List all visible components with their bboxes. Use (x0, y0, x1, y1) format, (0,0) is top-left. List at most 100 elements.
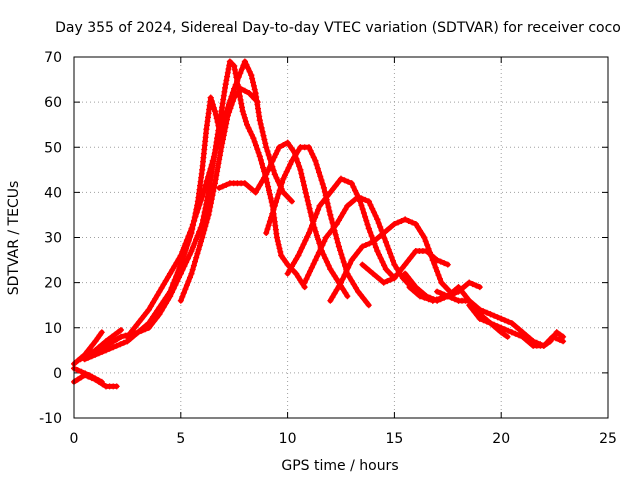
data-point-marker (293, 256, 300, 263)
data-point-marker (325, 262, 332, 269)
data-point-marker (216, 156, 223, 163)
data-point-marker (476, 306, 483, 313)
data-point-marker (384, 242, 391, 249)
data-point-marker (194, 232, 201, 239)
data-point-marker (251, 86, 258, 93)
data-point-marker (501, 331, 508, 338)
data-point-marker (231, 66, 238, 73)
data-point-marker (271, 171, 278, 178)
data-point-marker (261, 136, 268, 143)
data-point-marker (444, 293, 451, 300)
data-point-marker (167, 270, 174, 277)
data-point-marker (313, 161, 320, 168)
data-point-marker (220, 136, 226, 143)
data-point-marker (169, 267, 176, 273)
data-point-marker (364, 221, 371, 228)
data-point-marker (193, 209, 200, 216)
data-point-marker (369, 205, 376, 212)
data-point-marker (202, 181, 209, 188)
data-point-marker (333, 221, 340, 227)
data-point-marker (120, 339, 127, 346)
data-point-marker (162, 277, 169, 284)
data-point-marker (302, 237, 309, 244)
data-point-marker (398, 218, 405, 224)
data-point-marker (327, 211, 334, 218)
data-point-marker (328, 215, 335, 222)
data-point-marker (213, 115, 220, 122)
data-point-marker (202, 205, 209, 212)
data-point-marker (249, 75, 256, 82)
data-point-marker (195, 246, 202, 253)
data-point-marker (222, 81, 229, 88)
data-point-marker (188, 248, 195, 254)
y-tick-label: 70 (44, 50, 62, 66)
data-point-marker (345, 178, 352, 185)
data-point-marker (330, 186, 336, 192)
data-point-marker (251, 96, 258, 103)
data-point-marker (219, 183, 226, 190)
y-tick-label: 20 (44, 276, 62, 292)
data-point-marker (232, 81, 239, 88)
data-point-marker (335, 217, 342, 224)
data-point-marker (193, 254, 200, 261)
data-point-marker (189, 221, 196, 228)
data-point-marker (282, 172, 288, 179)
data-point-marker (324, 192, 331, 199)
data-point-marker (494, 314, 501, 321)
data-point-marker (303, 275, 310, 282)
data-point-marker (74, 367, 81, 374)
data-point-marker (313, 232, 320, 239)
data-point-marker (187, 274, 193, 281)
data-point-marker (224, 73, 231, 80)
data-point-marker (175, 256, 182, 263)
y-tick-label: 50 (44, 140, 62, 156)
data-point-marker (333, 235, 340, 242)
data-point-marker (199, 193, 206, 200)
data-point-marker (338, 251, 345, 258)
data-point-marker (273, 174, 280, 181)
data-point-marker (448, 294, 455, 301)
data-point-marker (327, 297, 334, 304)
data-point-marker (348, 277, 355, 284)
data-point-marker (380, 230, 387, 236)
data-point-marker (337, 247, 344, 254)
data-point-marker (200, 189, 207, 196)
data-point-marker (284, 270, 291, 277)
data-point-marker (350, 281, 357, 288)
data-point-marker (476, 284, 483, 291)
data-point-marker (207, 94, 214, 101)
data-point-marker (266, 187, 272, 194)
data-point-marker (176, 265, 183, 272)
data-point-marker (395, 219, 401, 226)
x-tick-label: 20 (492, 431, 510, 447)
data-point-marker (466, 279, 473, 286)
data-point-marker (280, 175, 287, 182)
data-point-marker (300, 178, 307, 185)
data-point-marker (248, 131, 255, 138)
data-point-marker (265, 152, 272, 158)
x-tick-label: 25 (599, 431, 617, 447)
data-point-marker (308, 264, 315, 271)
data-point-marker (183, 237, 190, 244)
data-point-marker (221, 128, 228, 135)
data-point-marker (370, 270, 376, 277)
data-point-marker (315, 206, 322, 213)
data-point-marker (302, 190, 309, 196)
data-point-marker (543, 339, 550, 346)
data-point-marker (162, 295, 169, 301)
data-point-marker (325, 204, 332, 211)
data-point-marker (180, 289, 187, 296)
data-point-marker (556, 331, 563, 338)
data-point-marker (212, 176, 219, 183)
data-point-marker (444, 261, 451, 268)
data-point-marker (335, 179, 342, 186)
data-point-marker (354, 250, 360, 257)
data-point-marker (388, 254, 395, 261)
data-point-marker (188, 225, 195, 232)
data-point-marker (247, 128, 254, 135)
data-point-marker (417, 293, 423, 300)
data-point-marker (391, 261, 398, 268)
data-point-marker (365, 225, 372, 232)
data-point-marker (338, 213, 344, 220)
data-point-marker (246, 68, 253, 75)
